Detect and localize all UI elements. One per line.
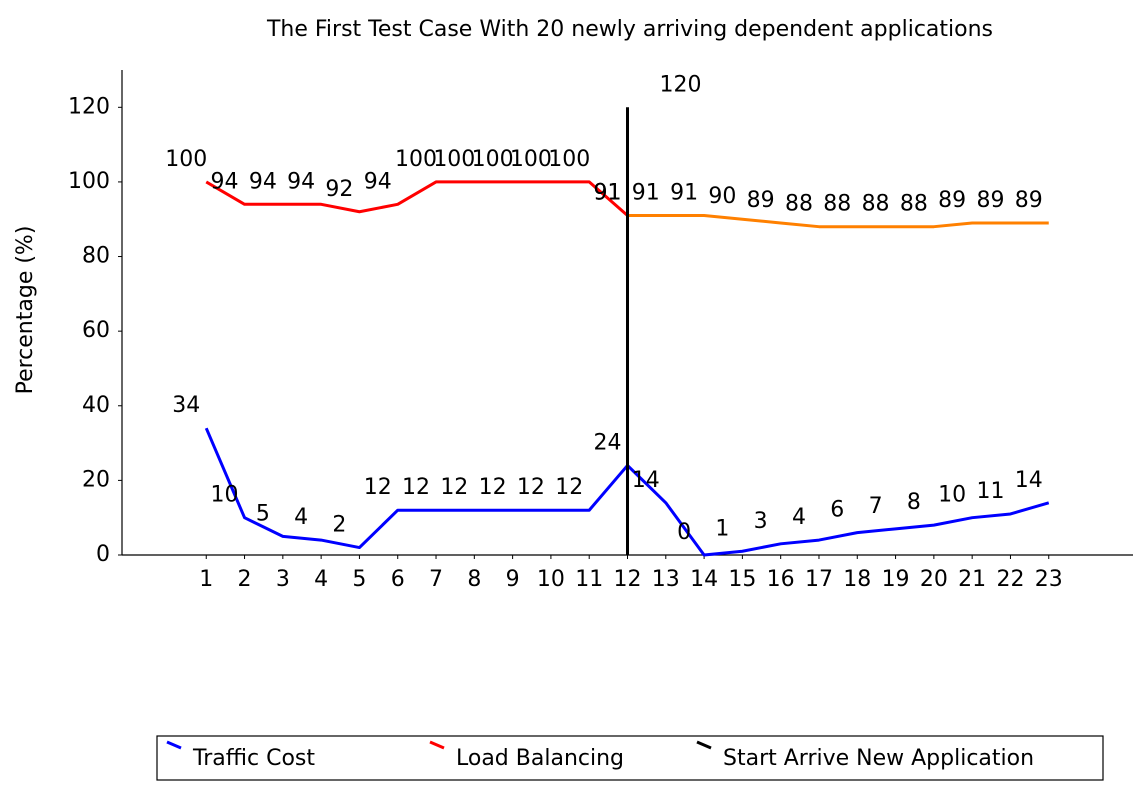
x-tick-label: 4 [314,567,328,592]
legend-box [156,735,1104,781]
data-label: 10 [211,483,239,508]
series-line [627,214,1049,229]
legend-label: Load Balancing [456,746,624,771]
data-label: 91 [632,181,660,206]
data-label: 11 [976,479,1004,504]
y-axis-label: Percentage (%) [13,226,38,395]
data-label: 91 [594,181,622,206]
data-label: 89 [747,188,775,213]
data-label: 12 [479,475,507,500]
x-tick-label: 11 [575,567,603,592]
data-label: 88 [785,192,813,217]
data-label: 94 [364,169,392,194]
data-label: 89 [938,188,966,213]
y-tick-label: 20 [82,467,110,492]
data-label: 100 [165,147,207,172]
data-label: 14 [1015,468,1043,493]
data-label: 1 [715,516,729,541]
data-label: 88 [862,192,890,217]
x-tick-label: 20 [920,567,948,592]
x-tick-label: 18 [843,567,871,592]
data-label: 0 [677,520,691,545]
data-label: 5 [256,501,270,526]
data-label: 12 [517,475,545,500]
x-tick-label: 12 [614,567,642,592]
data-label: 89 [976,188,1004,213]
y-tick-label: 60 [82,318,110,343]
x-tick-label: 7 [429,567,443,592]
data-label: 34 [172,393,200,418]
x-tick-label: 22 [996,567,1024,592]
x-tick-label: 6 [391,567,405,592]
data-label: 90 [708,184,736,209]
data-label: 100 [548,147,590,172]
y-tick-label: 120 [68,94,110,119]
data-label: 91 [594,181,622,206]
data-label: 12 [440,475,468,500]
x-tick-label: 5 [352,567,366,592]
legend-label: Start Arrive New Application [723,746,1034,771]
data-label: 94 [287,169,315,194]
data-label: 12 [402,475,430,500]
data-label: 12 [555,475,583,500]
data-label: 24 [594,430,622,455]
legend-swatch [429,740,445,750]
x-tick-label: 19 [882,567,910,592]
data-label: 3 [754,509,768,534]
arrival-label: 120 [660,72,702,97]
x-tick-label: 13 [652,567,680,592]
legend-label: Traffic Cost [192,746,315,771]
x-tick-label: 23 [1035,567,1063,592]
x-tick-label: 17 [805,567,833,592]
data-label: 2 [332,513,346,538]
data-label: 94 [249,169,277,194]
x-tick-label: 16 [767,567,795,592]
y-tick-label: 0 [96,542,110,567]
data-label: 92 [325,177,353,202]
x-tick-label: 21 [958,567,986,592]
x-tick-label: 2 [238,567,252,592]
x-tick-label: 8 [467,567,481,592]
data-label: 100 [433,147,475,172]
data-label: 100 [395,147,437,172]
series-line [205,180,629,217]
legend-swatch [166,740,182,750]
data-label: 89 [1015,188,1043,213]
legend-swatch [696,740,712,750]
data-label: 88 [823,192,851,217]
data-label: 14 [632,468,660,493]
x-tick-label: 9 [506,567,520,592]
data-label: 94 [211,169,239,194]
data-label: 6 [830,498,844,523]
chart-title: The First Test Case With 20 newly arrivi… [266,17,993,42]
y-tick-label: 40 [82,393,110,418]
x-tick-label: 14 [690,567,718,592]
data-label: 88 [900,192,928,217]
data-label: 4 [792,505,806,530]
y-tick-label: 100 [68,169,110,194]
x-tick-label: 10 [537,567,565,592]
data-label: 7 [869,494,883,519]
data-label: 10 [938,483,966,508]
data-label: 12 [364,475,392,500]
y-tick-label: 80 [82,244,110,269]
data-label: 4 [294,505,308,530]
data-label: 100 [472,147,514,172]
data-label: 91 [670,181,698,206]
data-label: 100 [510,147,552,172]
x-tick-label: 3 [276,567,290,592]
data-label: 8 [907,490,921,515]
x-tick-label: 15 [728,567,756,592]
x-tick-label: 1 [199,567,213,592]
